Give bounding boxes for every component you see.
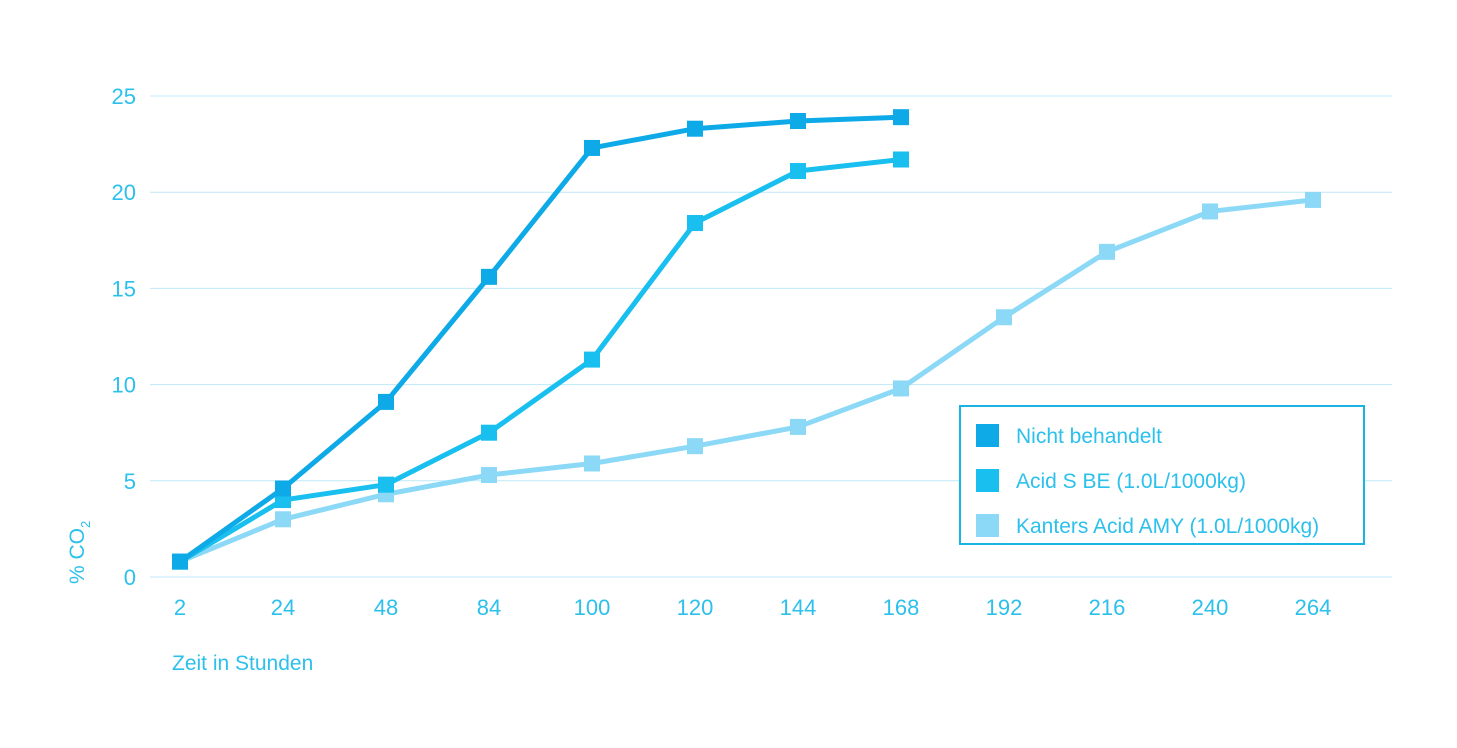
data-point [481, 467, 497, 484]
x-tick-label: 192 [986, 595, 1023, 620]
data-point [790, 113, 806, 130]
y-tick-label: 5 [124, 469, 136, 494]
y-tick-label: 25 [112, 84, 136, 109]
y-axis-ticks: 0 5 10 15 20 25 [112, 84, 136, 590]
data-point [893, 380, 909, 397]
x-tick-label: 48 [374, 595, 398, 620]
x-axis-ticks: 2 24 48 84 100 120 144 168 192 216 240 264 [174, 595, 1331, 620]
legend-box [959, 405, 1365, 545]
data-point [1202, 203, 1218, 220]
y-axis-label: % CO2 [66, 521, 93, 584]
legend: Nicht behandelt Acid S BE (1.0L/1000kg) Ka… [959, 405, 1365, 545]
data-point [481, 268, 497, 285]
series-1 [172, 109, 909, 570]
y-axis-label-main: % CO [66, 528, 89, 584]
data-point [584, 455, 600, 472]
legend-swatch [976, 514, 999, 537]
data-point [378, 393, 394, 410]
x-tick-label: 24 [271, 595, 295, 620]
y-tick-label: 0 [124, 565, 136, 590]
data-point [481, 424, 497, 441]
data-point [1305, 191, 1321, 208]
data-point [996, 309, 1012, 326]
data-point [275, 480, 291, 497]
data-point [275, 511, 291, 528]
y-tick-label: 15 [112, 276, 136, 301]
x-tick-label: 168 [883, 595, 920, 620]
data-point [687, 438, 703, 455]
x-tick-label: 100 [574, 595, 611, 620]
legend-swatch [976, 469, 999, 492]
legend-label: Nicht behandelt [1016, 425, 1162, 448]
data-point [584, 139, 600, 156]
x-tick-label: 216 [1089, 595, 1126, 620]
legend-label: Acid S BE (1.0L/1000kg) [1016, 470, 1246, 493]
series-line [178, 114, 902, 564]
y-tick-label: 20 [112, 180, 136, 205]
data-point [584, 351, 600, 368]
x-tick-label: 2 [174, 595, 186, 620]
x-tick-label: 264 [1295, 595, 1332, 620]
y-tick-label: 10 [112, 373, 136, 398]
series-lines [172, 109, 1321, 570]
x-axis-label: Zeit in Stunden [172, 652, 313, 675]
x-tick-label: 120 [677, 595, 714, 620]
x-tick-label: 144 [780, 595, 817, 620]
data-point [378, 476, 394, 493]
data-point [172, 553, 188, 570]
data-point [790, 163, 806, 180]
gridlines [150, 95, 1392, 578]
data-point [1099, 243, 1115, 260]
y-axis-label-subscript: 2 [78, 521, 93, 528]
legend-label: Kanters Acid AMY (1.0L/1000kg) [1016, 515, 1319, 538]
data-point [893, 151, 909, 168]
data-point [790, 418, 806, 435]
series-line [178, 157, 902, 564]
x-tick-label: 84 [477, 595, 501, 620]
series-line [179, 197, 1314, 564]
data-point [687, 120, 703, 137]
data-point [687, 214, 703, 231]
data-point [893, 109, 909, 126]
legend-swatch [976, 424, 999, 447]
x-tick-label: 240 [1192, 595, 1229, 620]
